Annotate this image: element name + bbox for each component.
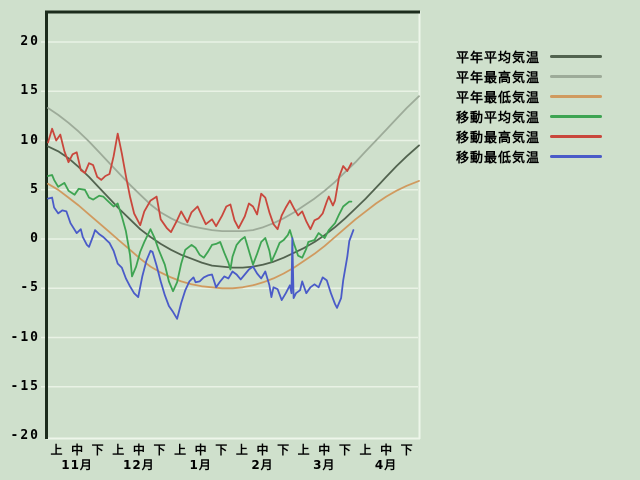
x-tick-label-4月-下: 下	[400, 443, 413, 457]
legend-item-2: 平年最低気温	[456, 86, 602, 106]
legend-label: 移動最低気温	[456, 150, 541, 166]
x-tick-label-1月-下: 下	[215, 443, 228, 457]
legend-line-swatch	[550, 114, 602, 118]
legend-item-1: 平年最高気温	[456, 66, 602, 86]
x-month-label-4月: 4月	[374, 458, 398, 472]
legend-line-swatch	[550, 94, 602, 98]
y-tick-label--5: -5	[20, 280, 40, 296]
y-tick-label--10: -10	[10, 329, 40, 345]
y-tick-label-5: 5	[30, 181, 40, 197]
x-month-label-12月: 12月	[123, 458, 155, 472]
legend-label: 平年最高気温	[456, 70, 541, 86]
series-line-3	[47, 174, 353, 293]
series-line-5	[47, 196, 355, 320]
x-month-label-11月: 11月	[61, 458, 93, 472]
series-line-2	[47, 179, 420, 290]
x-tick-label-3月-上: 上	[297, 443, 310, 457]
x-tick-label-4月-中: 中	[380, 443, 393, 457]
y-tick-label-0: 0	[30, 231, 40, 246]
x-tick-label-1月-中: 中	[194, 443, 207, 457]
x-tick-label-11月-下: 下	[91, 443, 104, 457]
x-tick-label-12月-上: 上	[112, 443, 125, 457]
y-tick-label-20: 20	[20, 34, 40, 49]
series-line-4	[47, 127, 353, 234]
x-tick-label-4月-上: 上	[359, 443, 372, 457]
legend-label: 移動最高気温	[456, 130, 541, 146]
legend: 平年平均気温 平年最高気温 平年最低気温 移動平均気温 移動最高気温 移動最低気温	[456, 46, 602, 166]
legend-line-swatch	[550, 74, 602, 78]
legend-line-swatch	[550, 154, 602, 158]
x-tick-label-2月-下: 下	[277, 443, 290, 457]
legend-item-4: 移動最高気温	[456, 126, 602, 146]
x-tick-label-12月-下: 下	[153, 443, 166, 457]
legend-line-swatch	[550, 134, 602, 138]
y-tick-label-15: 15	[20, 83, 40, 99]
x-tick-label-3月-下: 下	[338, 443, 351, 457]
x-tick-label-11月-上: 上	[50, 443, 63, 457]
x-tick-label-12月-中: 中	[132, 443, 145, 457]
x-month-label-1月: 1月	[189, 458, 212, 472]
y-tick-label--15: -15	[10, 378, 40, 394]
legend-item-3: 移動平均気温	[456, 106, 602, 126]
x-month-label-2月: 2月	[251, 458, 274, 472]
series-line-0	[47, 144, 420, 269]
legend-label: 平年平均気温	[456, 50, 541, 66]
x-tick-label-11月-中: 中	[71, 443, 84, 457]
legend-item-0: 平年平均気温	[456, 46, 602, 66]
legend-line-swatch	[550, 54, 602, 58]
x-tick-label-1月-上: 上	[174, 443, 187, 457]
y-tick-label-10: 10	[20, 132, 40, 148]
x-tick-label-2月-上: 上	[235, 443, 248, 457]
series-line-1	[47, 95, 420, 233]
legend-label: 移動平均気温	[456, 110, 541, 126]
x-month-label-3月: 3月	[313, 458, 336, 472]
x-tick-label-3月-中: 中	[318, 443, 331, 457]
legend-item-5: 移動最低気温	[456, 146, 602, 166]
legend-label: 平年最低気温	[456, 90, 541, 106]
y-tick-label--20: -20	[10, 428, 40, 443]
x-tick-label-2月-中: 中	[256, 443, 269, 457]
